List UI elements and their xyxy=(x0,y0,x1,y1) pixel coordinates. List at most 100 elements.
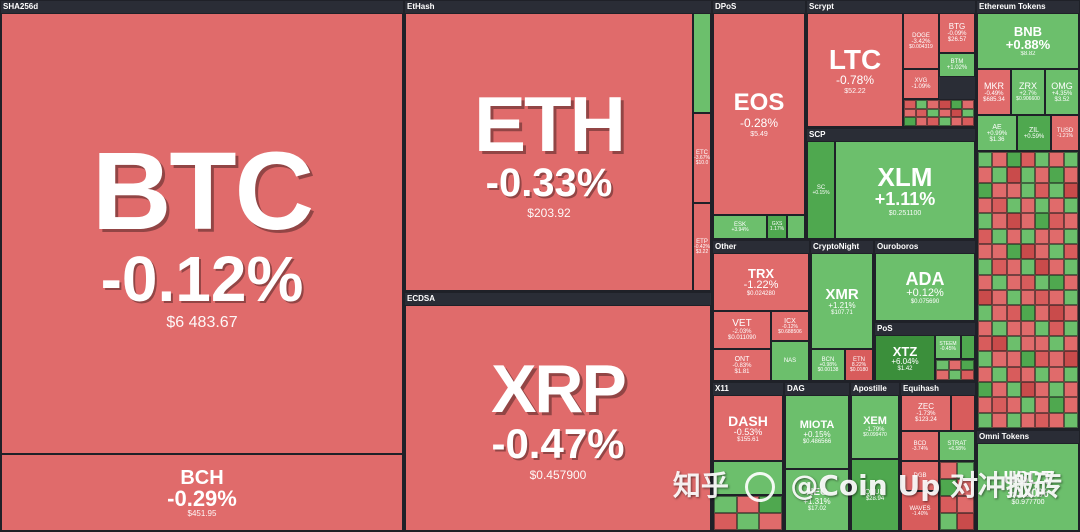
coin-change: +3.94% xyxy=(731,226,749,233)
watermark-tagline: 对冲搬砖 xyxy=(949,469,1062,502)
sector-label: SCP xyxy=(809,130,826,139)
tile-btg[interactable]: BTG -0.09% $26.57 xyxy=(939,13,975,53)
sector-ecdsa: ECDSA XRP -0.47% $0.457900 xyxy=(404,292,712,532)
tile-zrx[interactable]: ZRX +2.7% $0.906600 xyxy=(1011,69,1045,115)
tile-eos[interactable]: EOS -0.28% $5.49 xyxy=(713,13,805,215)
coin-price: $0.688506 xyxy=(778,328,802,335)
tile-waves[interactable]: WAVES -1.40% xyxy=(901,491,939,531)
coin-symbol: XVG xyxy=(914,78,928,84)
tile-dpos-small[interactable] xyxy=(787,215,805,239)
tile-xtz[interactable]: XTZ +6.04% $1.42 xyxy=(875,335,935,381)
coin-change: -3.42% xyxy=(911,38,931,45)
coin-change: +0.00% xyxy=(1007,485,1049,500)
sector-scrypt: Scrypt LTC -0.78% $52.22 DOGE -3.42% $0.… xyxy=(806,0,976,128)
tile-nas[interactable]: NAS xyxy=(771,341,809,381)
coin-symbol: USDT xyxy=(1003,467,1053,488)
tile-qtum[interactable]: QTUM $28.94 xyxy=(851,459,899,531)
coin-change: -0.42% xyxy=(694,244,710,250)
coin-change: -0.83% xyxy=(732,362,752,369)
coin-change: -0.78% xyxy=(835,72,875,87)
tile-ada[interactable]: ADA +0.12% $0.075690 xyxy=(875,253,975,321)
sector-label: CryptoNight xyxy=(813,242,860,251)
coin-price: $107.71 xyxy=(831,309,853,316)
tile-btc[interactable]: BTC -0.12% $6 483.67 xyxy=(1,13,403,454)
tile-doge[interactable]: DOGE -3.42% $0.004319 xyxy=(903,13,939,69)
tile-esk[interactable]: ESK +3.94% xyxy=(713,215,767,239)
tile-miota[interactable]: MIOTA +0.15% $0.486566 xyxy=(785,395,849,469)
sector-label: Equihash xyxy=(903,384,940,393)
coin-change: -0.12% xyxy=(100,242,304,315)
tile-etn[interactable]: ETN 8.22% $0.0180 xyxy=(845,349,873,381)
tile-strat[interactable]: STRAT +6.58% xyxy=(939,431,975,461)
tile-equihash-small[interactable] xyxy=(951,395,975,431)
coin-change: +4.35% xyxy=(1051,90,1073,97)
tile-neo[interactable]: NEO +1.31% $17.02 xyxy=(785,469,849,531)
coin-price: $6 483.67 xyxy=(166,313,238,331)
tile-zil[interactable]: ZIL +0.59% xyxy=(1017,115,1051,151)
sector-label: Ouroboros xyxy=(877,242,919,251)
coin-price: $1.81 xyxy=(734,368,750,375)
tile-steem[interactable]: STEEM -0.45% xyxy=(935,335,961,359)
coin-change: -0.33% xyxy=(485,161,613,205)
coin-change: 8.22% xyxy=(851,362,867,368)
coin-change: -0.09% xyxy=(947,31,967,37)
coin-symbol: ONT xyxy=(734,355,750,363)
coin-symbol: ICX xyxy=(784,317,796,325)
tile-gxs[interactable]: GXS 1.17% xyxy=(767,215,787,239)
tile-pos-small[interactable] xyxy=(961,335,975,359)
sector-label: SHA256d xyxy=(3,2,39,11)
tile-vet[interactable]: VET -2.03% $0.011090 xyxy=(713,311,771,349)
coin-symbol: BTG xyxy=(948,22,966,31)
sector-label: ECDSA xyxy=(407,294,436,303)
tile-xmr[interactable]: XMR +1.21% $107.71 xyxy=(811,253,873,349)
coin-symbol: XLM xyxy=(877,161,933,192)
tile-btm[interactable]: BTM +1.02% xyxy=(939,53,975,77)
tile-bcn[interactable]: BCN +0.98% $0.00138 xyxy=(811,349,845,381)
coin-symbol: AE xyxy=(992,123,1002,131)
tile-etp[interactable]: ETP -0.42% $3.22 xyxy=(693,203,711,291)
sector-label: PoS xyxy=(877,324,893,333)
coin-change: -0.49% xyxy=(984,90,1004,97)
tile-ltc[interactable]: LTC -0.78% $52.22 xyxy=(807,13,903,127)
watermark-site: 知乎 xyxy=(672,469,729,502)
coin-symbol: STEEM xyxy=(939,341,957,347)
watermark: 知乎 @Coin Up 对冲搬砖 xyxy=(673,464,1062,504)
tile-usdt[interactable]: USDT +0.00% $0.977700 xyxy=(977,443,1079,531)
coin-price: $3.22 xyxy=(695,249,709,255)
coin-change: +1.31% xyxy=(803,497,831,506)
tile-bch[interactable]: BCH -0.29% $451.95 xyxy=(1,454,403,531)
tile-icx[interactable]: ICX -0.12% $0.688506 xyxy=(771,311,809,341)
tile-xem[interactable]: XEM -1.79% $0.099470 xyxy=(851,395,899,459)
tile-ont[interactable]: ONT -0.83% $1.81 xyxy=(713,349,771,381)
wechat-icon xyxy=(744,472,775,502)
tile-ethash-small[interactable] xyxy=(693,13,711,113)
tile-omg[interactable]: OMG +4.35% $3.52 xyxy=(1045,69,1079,115)
tile-xlm[interactable]: XLM +1.11% $0.251100 xyxy=(835,141,975,239)
tile-mkr[interactable]: MKR -0.49% $685.34 xyxy=(977,69,1011,115)
coin-price: $155.61 xyxy=(737,436,759,443)
sector-dag: DAG MIOTA +0.15% $0.486566 NEO +1.31% $1… xyxy=(784,382,850,532)
tile-dash[interactable]: DASH -0.53% $155.61 xyxy=(713,395,783,461)
tile-dgb[interactable]: DGB xyxy=(901,461,939,491)
tile-xrp[interactable]: XRP -0.47% $0.457900 xyxy=(405,305,711,531)
coin-change: +0.99% xyxy=(986,130,1008,137)
tile-tusd[interactable]: TUSD -1.21% xyxy=(1051,115,1079,151)
equihash-small-coins xyxy=(939,461,975,531)
coin-symbol: ETC xyxy=(696,150,708,156)
coin-symbol: LTC xyxy=(828,43,882,75)
coin-change: -1.22% xyxy=(743,279,779,291)
tile-bnb[interactable]: BNB +0.88% $8.82 xyxy=(977,13,1079,69)
tile-sc[interactable]: SC +0.15% xyxy=(807,141,835,239)
coin-change: -1.09% xyxy=(911,84,931,90)
tile-ae[interactable]: AE +0.99% $1.36 xyxy=(977,115,1017,151)
tile-etc[interactable]: ETC -3.67% $10.0 xyxy=(693,113,711,203)
tile-bcd[interactable]: BCD -3.74% xyxy=(901,431,939,461)
coin-symbol: XTZ xyxy=(892,343,918,359)
tile-xvg[interactable]: XVG -1.09% xyxy=(903,69,939,99)
coin-symbol: ETN xyxy=(853,357,865,363)
tile-eth[interactable]: ETH -0.33% $203.92 xyxy=(405,13,693,291)
coin-change: -0.53% xyxy=(733,426,763,437)
tile-zec[interactable]: ZEC -1.73% $123.24 xyxy=(901,395,951,431)
tile-trx[interactable]: TRX -1.22% $0.024280 xyxy=(713,253,809,311)
coin-symbol: NEO xyxy=(806,487,828,498)
